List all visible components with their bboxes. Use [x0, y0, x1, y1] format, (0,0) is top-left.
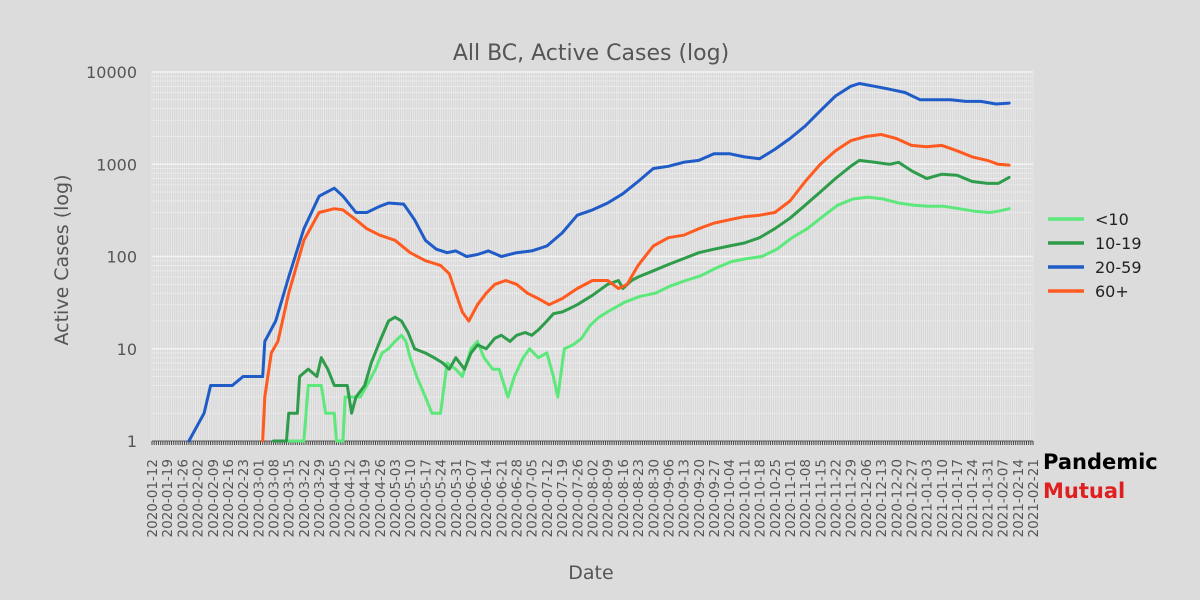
- legend-label-2: 20-59: [1095, 258, 1142, 277]
- x-tick-label: 2020-07-12: [540, 459, 556, 537]
- x-tick-label: 2020-02-02: [191, 459, 207, 537]
- y-tick-label: 10000: [86, 63, 137, 82]
- legend-label-1: 10-19: [1095, 234, 1142, 253]
- x-tick-label: 2021-02-14: [1011, 459, 1027, 537]
- x-tick-label: 2020-04-26: [373, 459, 389, 537]
- x-tick-label: 2020-08-23: [631, 459, 647, 537]
- chart-title: All BC, Active Cases (log): [453, 41, 729, 66]
- x-tick-label: 2020-10-11: [737, 459, 753, 537]
- y-tick-label: 1000: [96, 155, 137, 174]
- legend-label-3: 60+: [1095, 282, 1129, 301]
- x-tick-label: 2020-06-14: [479, 459, 495, 537]
- x-axis-label: Date: [568, 562, 613, 584]
- x-tick-label: 2020-08-09: [601, 459, 617, 537]
- x-tick-label: 2020-09-06: [661, 459, 677, 537]
- x-tick-label: 2020-03-01: [251, 459, 267, 537]
- x-tick-label: 2020-12-20: [889, 459, 905, 537]
- x-tick-label: 2020-05-03: [388, 459, 404, 537]
- x-tick-label: 2020-09-13: [677, 459, 693, 537]
- x-tick-label: 2020-05-24: [434, 459, 450, 537]
- series-line-0: [287, 195, 1011, 443]
- x-tick-label: 2020-03-08: [267, 459, 283, 537]
- x-tick-label: 2020-06-07: [464, 459, 480, 537]
- x-tick-label: 2020-12-27: [904, 459, 920, 537]
- x-tick-label: 2020-11-22: [829, 459, 845, 537]
- x-tick-label: 2020-11-15: [813, 459, 829, 537]
- x-tick-label: 2020-09-20: [692, 459, 708, 537]
- x-tick-label: 2020-06-21: [494, 459, 510, 537]
- x-tick-label: 2020-01-12: [145, 459, 161, 537]
- x-tick-label: 2020-08-02: [586, 459, 602, 537]
- brand-mutual: Mutual: [1043, 479, 1126, 503]
- series-line-3: [261, 133, 1011, 443]
- x-tick-label: 2020-12-13: [874, 459, 890, 537]
- x-tick-label: 2020-02-23: [236, 459, 252, 537]
- x-tick-label: 2020-11-01: [783, 459, 799, 537]
- x-tick-label: 2021-01-10: [935, 459, 951, 537]
- x-tick-label: 2021-02-07: [996, 459, 1012, 537]
- x-tick-label: 2020-01-19: [160, 459, 176, 537]
- x-tick-label: 2020-11-29: [844, 459, 860, 537]
- y-axis-label: Active Cases (log): [51, 174, 73, 345]
- x-tick-label: 2020-05-10: [403, 459, 419, 537]
- legend-label-0: <10: [1095, 210, 1129, 229]
- x-tick-label: 2021-01-17: [950, 459, 966, 537]
- x-tick-label: 2020-05-17: [418, 459, 434, 537]
- x-tick-label: 2021-01-31: [980, 459, 996, 537]
- x-tick-label: 2020-01-26: [175, 459, 191, 537]
- brand-pandemic: Pandemic: [1043, 450, 1158, 474]
- x-tick-label: 2021-02-21: [1026, 459, 1042, 537]
- x-tick-label: 2020-07-05: [525, 459, 541, 537]
- x-tick-label: 2020-02-09: [206, 459, 222, 537]
- x-tick-label: 2020-11-08: [798, 459, 814, 537]
- series-line-1: [272, 158, 1011, 443]
- x-tick-label: 2020-07-26: [570, 459, 586, 537]
- x-tick-label: 2020-06-28: [510, 459, 526, 537]
- x-tick-label: 2021-01-03: [920, 459, 936, 537]
- x-tick-label: 2020-10-04: [722, 459, 738, 537]
- y-tick-label: 100: [106, 248, 137, 267]
- x-tick-label: 2020-07-19: [555, 459, 571, 537]
- x-tick-label: 2020-03-15: [282, 459, 298, 537]
- x-tick-label: 2020-02-16: [221, 459, 237, 537]
- x-tick-label: 2020-04-19: [358, 459, 374, 537]
- series-line-2: [187, 82, 1011, 443]
- x-tick-label: 2020-03-29: [312, 459, 328, 537]
- x-tick-label: 2020-05-31: [449, 459, 465, 537]
- x-tick-label: 2020-12-06: [859, 459, 875, 537]
- x-tick-label: 2020-04-05: [327, 459, 343, 537]
- y-tick-label: 1: [127, 432, 137, 451]
- x-tick-label: 2020-10-18: [753, 459, 769, 537]
- grid: [151, 71, 1034, 442]
- x-tick-label: 2020-04-12: [342, 459, 358, 537]
- x-tick-label: 2020-10-25: [768, 459, 784, 537]
- x-tick-label: 2020-08-30: [646, 459, 662, 537]
- x-tick-label: 2020-03-22: [297, 459, 313, 537]
- x-tick-label: 2021-01-24: [965, 459, 981, 537]
- y-tick-label: 10: [117, 340, 137, 359]
- series-group: [187, 82, 1011, 443]
- x-tick-label: 2020-09-27: [707, 459, 723, 537]
- legend: <10 10-19 20-59 60+: [1048, 210, 1142, 301]
- x-tick-label: 2020-08-16: [616, 459, 632, 537]
